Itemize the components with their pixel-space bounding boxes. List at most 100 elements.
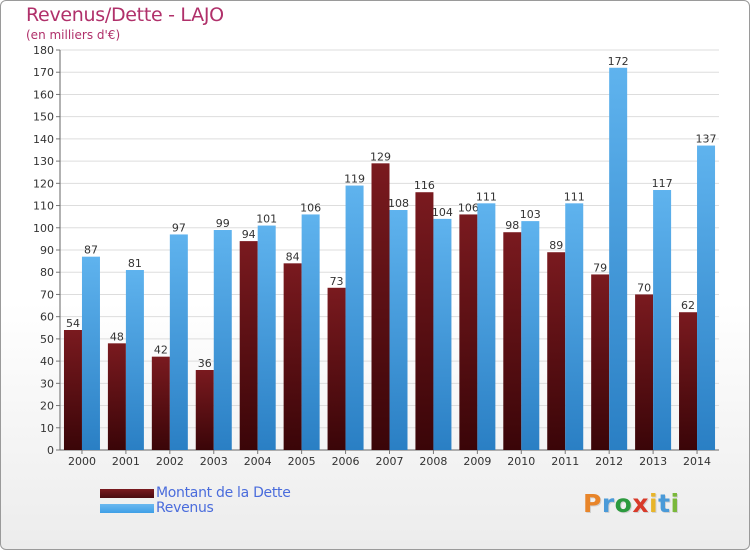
y-tick-label: 70 bbox=[40, 288, 54, 301]
y-tick-label: 130 bbox=[33, 155, 54, 168]
bar-dette bbox=[195, 370, 214, 450]
y-tick-label: 0 bbox=[47, 444, 54, 457]
legend-swatch-revenus bbox=[100, 504, 154, 513]
bar-dette bbox=[151, 356, 170, 450]
x-tick-label: 2002 bbox=[156, 455, 184, 468]
chart-title: Revenus/Dette - LAJO bbox=[26, 4, 224, 26]
bar-revenus bbox=[169, 234, 188, 450]
data-label-dette: 42 bbox=[154, 344, 168, 357]
legend-label-revenus: Revenus bbox=[156, 500, 214, 516]
logo-letter: t bbox=[658, 489, 671, 518]
data-label-dette: 62 bbox=[681, 299, 695, 312]
data-label-revenus: 137 bbox=[696, 133, 717, 146]
proxiti-logo: Proxiti bbox=[583, 489, 680, 518]
data-label-dette: 36 bbox=[198, 357, 212, 370]
logo-letter: i bbox=[670, 489, 680, 518]
data-label-dette: 89 bbox=[549, 239, 563, 252]
legend-label-dette: Montant de la Dette bbox=[156, 485, 291, 501]
x-tick-label: 2000 bbox=[68, 455, 96, 468]
data-label-dette: 73 bbox=[330, 275, 344, 288]
x-tick-label: 2009 bbox=[463, 455, 491, 468]
bar-dette bbox=[63, 330, 82, 450]
logo-letter: o bbox=[614, 489, 633, 518]
data-label-revenus: 87 bbox=[84, 244, 98, 257]
data-label-revenus: 81 bbox=[128, 257, 142, 270]
data-label-dette: 94 bbox=[242, 228, 256, 241]
bar-revenus bbox=[697, 145, 716, 451]
bar-dette bbox=[283, 263, 302, 450]
y-tick-label: 60 bbox=[40, 311, 54, 324]
y-tick-label: 170 bbox=[33, 66, 54, 79]
bar-revenus bbox=[213, 230, 232, 450]
bar-revenus bbox=[521, 221, 540, 450]
data-label-dette: 84 bbox=[286, 250, 300, 263]
bar-revenus bbox=[565, 203, 584, 450]
x-tick-label: 2007 bbox=[376, 455, 404, 468]
data-label-dette: 48 bbox=[110, 330, 124, 343]
data-label-revenus: 111 bbox=[564, 190, 585, 203]
logo-letter: r bbox=[601, 489, 615, 518]
y-tick-label: 120 bbox=[33, 177, 54, 190]
data-label-revenus: 104 bbox=[432, 206, 453, 219]
bar-dette bbox=[415, 192, 434, 450]
data-label-revenus: 97 bbox=[172, 221, 186, 234]
data-label-dette: 54 bbox=[66, 317, 80, 330]
x-tick-label: 2005 bbox=[288, 455, 316, 468]
x-tick-label: 2003 bbox=[200, 455, 228, 468]
x-tick-label: 2014 bbox=[683, 455, 711, 468]
bar-revenus bbox=[433, 218, 452, 450]
bar-dette bbox=[679, 312, 698, 450]
bar-dette bbox=[591, 274, 610, 450]
y-tick-label: 110 bbox=[33, 200, 54, 213]
y-tick-label: 40 bbox=[40, 355, 54, 368]
logo-letter: i bbox=[649, 489, 659, 518]
y-tick-label: 150 bbox=[33, 111, 54, 124]
data-label-dette: 98 bbox=[505, 219, 519, 232]
bar-revenus bbox=[345, 185, 364, 451]
data-label-dette: 106 bbox=[458, 201, 479, 214]
bar-dette bbox=[107, 343, 126, 450]
bar-revenus bbox=[81, 256, 100, 450]
bar-revenus bbox=[477, 203, 496, 450]
x-tick-label: 2008 bbox=[419, 455, 447, 468]
bar-revenus bbox=[257, 225, 276, 450]
bar-dette bbox=[327, 287, 346, 450]
x-tick-label: 2004 bbox=[244, 455, 272, 468]
bar-dette bbox=[239, 241, 258, 450]
y-tick-label: 90 bbox=[40, 244, 54, 257]
data-label-revenus: 99 bbox=[216, 217, 230, 230]
data-label-revenus: 111 bbox=[476, 190, 497, 203]
bar-dette bbox=[459, 214, 478, 450]
bar-revenus bbox=[609, 67, 628, 451]
bar-dette bbox=[503, 232, 522, 450]
data-label-dette: 70 bbox=[637, 281, 651, 294]
y-tick-label: 20 bbox=[40, 400, 54, 413]
bar-revenus bbox=[301, 214, 320, 450]
data-label-revenus: 108 bbox=[388, 197, 409, 210]
y-tick-label: 30 bbox=[40, 377, 54, 390]
bar-dette bbox=[371, 163, 390, 451]
data-label-dette: 79 bbox=[593, 261, 607, 274]
bar-dette bbox=[547, 252, 566, 450]
y-tick-label: 100 bbox=[33, 222, 54, 235]
data-label-revenus: 101 bbox=[256, 213, 277, 226]
data-label-revenus: 117 bbox=[652, 177, 673, 190]
y-tick-label: 80 bbox=[40, 266, 54, 279]
x-tick-label: 2011 bbox=[551, 455, 579, 468]
x-tick-label: 2006 bbox=[332, 455, 360, 468]
x-tick-label: 2001 bbox=[112, 455, 140, 468]
logo-letter: x bbox=[632, 489, 649, 518]
logo-letter: P bbox=[583, 489, 602, 518]
bar-dette bbox=[635, 294, 654, 450]
y-tick-label: 10 bbox=[40, 422, 54, 435]
bar-revenus bbox=[653, 190, 672, 450]
x-tick-label: 2013 bbox=[639, 455, 667, 468]
data-label-dette: 116 bbox=[414, 179, 435, 192]
data-label-revenus: 119 bbox=[344, 173, 365, 186]
data-label-dette: 129 bbox=[370, 150, 391, 163]
data-label-revenus: 106 bbox=[300, 201, 321, 214]
chart-subtitle: (en milliers d'€) bbox=[26, 28, 121, 42]
y-tick-label: 160 bbox=[33, 88, 54, 101]
x-tick-label: 2010 bbox=[507, 455, 535, 468]
